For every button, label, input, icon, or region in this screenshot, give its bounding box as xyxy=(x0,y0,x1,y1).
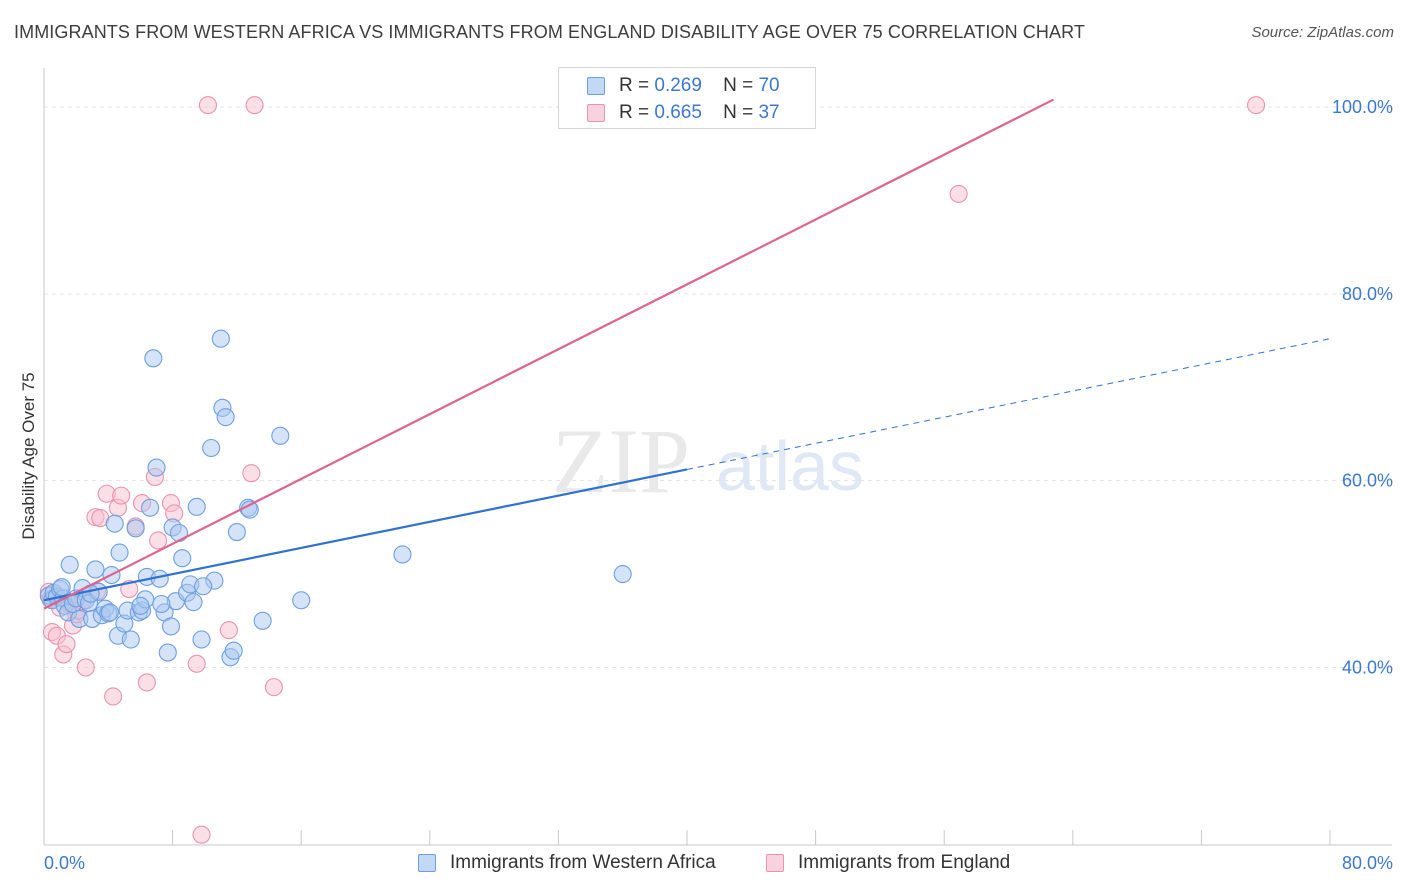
legend-swatch-blue xyxy=(587,77,605,95)
watermark: ZIP atlas xyxy=(552,410,864,512)
point-western-africa xyxy=(211,329,230,348)
legend-n-label: N = xyxy=(723,75,754,96)
legend-swatch-pink xyxy=(587,104,605,122)
point-england xyxy=(76,658,95,677)
point-western-africa xyxy=(271,426,290,445)
y-tick-label: 80.0% xyxy=(1342,284,1393,304)
point-england xyxy=(137,673,156,692)
point-western-africa xyxy=(52,578,71,597)
legend-n-label: N = xyxy=(723,102,754,123)
point-western-africa xyxy=(202,438,221,458)
x-tick-label-min: 0.0% xyxy=(44,853,85,873)
point-western-africa xyxy=(126,519,145,538)
point-western-africa xyxy=(194,577,213,596)
correlation-legend: R = 0.269 N = 70 R = 0.665 N = 37 xyxy=(558,67,816,129)
chart-title: IMMIGRANTS FROM WESTERN AFRICA VS IMMIGR… xyxy=(14,22,1085,42)
point-western-africa xyxy=(100,603,119,622)
point-england xyxy=(192,825,211,844)
point-england xyxy=(149,531,168,550)
tick-labels: 40.0% 60.0% 80.0% 100.0% 0.0% 80.0% xyxy=(44,97,1393,873)
trend-line-western-africa xyxy=(43,468,688,602)
point-western-africa xyxy=(147,458,166,477)
trend-lines xyxy=(43,98,1331,610)
y-axis-label: Disability Age Over 75 xyxy=(19,372,38,539)
bottom-legend-label-blue: Immigrants from Western Africa xyxy=(450,852,716,873)
legend-r-value-blue: 0.269 xyxy=(654,75,702,96)
point-western-africa xyxy=(192,630,211,649)
legend-r-label: R = xyxy=(619,75,650,96)
point-western-africa xyxy=(184,593,203,612)
y-tick-label: 60.0% xyxy=(1342,471,1393,491)
point-england xyxy=(242,464,261,483)
legend-n-value-pink: 37 xyxy=(758,102,780,123)
point-england xyxy=(198,96,218,115)
point-western-africa xyxy=(227,523,246,542)
point-england xyxy=(1247,96,1266,115)
point-western-africa xyxy=(141,498,160,517)
point-england xyxy=(104,687,123,706)
point-western-africa xyxy=(105,514,124,533)
point-western-africa xyxy=(158,643,177,662)
point-western-africa xyxy=(121,630,140,649)
point-western-africa xyxy=(224,641,243,660)
point-england xyxy=(219,621,238,640)
point-western-africa xyxy=(131,596,150,615)
gridlines xyxy=(44,106,1392,669)
bottom-legend-swatch-pink xyxy=(766,854,784,872)
watermark-atlas: atlas xyxy=(716,427,864,505)
point-western-africa xyxy=(169,523,189,543)
point-western-africa xyxy=(253,611,272,630)
point-western-africa xyxy=(216,408,235,427)
point-western-africa xyxy=(173,549,192,568)
point-western-africa xyxy=(393,545,412,564)
point-england xyxy=(949,184,968,203)
point-western-africa xyxy=(161,617,181,636)
legend-r-label: R = xyxy=(619,102,650,123)
point-england xyxy=(57,635,76,654)
bottom-legend-label-pink: Immigrants from England xyxy=(798,852,1011,873)
point-england xyxy=(187,654,206,673)
y-tick-label: 100.0% xyxy=(1332,97,1393,117)
watermark-zip: ZIP xyxy=(552,410,690,512)
point-western-africa xyxy=(60,555,79,574)
point-western-africa xyxy=(187,497,206,516)
x-tick-label-max: 80.0% xyxy=(1342,853,1393,873)
bottom-legend-swatch-blue xyxy=(418,854,436,872)
point-western-africa xyxy=(613,565,632,584)
point-england xyxy=(264,678,283,697)
series-western-africa-points xyxy=(39,329,632,667)
point-western-africa xyxy=(86,560,105,579)
trend-line-england xyxy=(43,98,1055,610)
legend-r-value-pink: 0.665 xyxy=(654,102,702,123)
point-western-africa xyxy=(152,594,171,614)
point-western-africa xyxy=(292,591,311,610)
source-label: Source: ZipAtlas.com xyxy=(1251,24,1394,41)
axes xyxy=(43,68,1392,846)
point-england xyxy=(245,96,264,115)
point-western-africa xyxy=(110,543,129,562)
point-western-africa xyxy=(144,349,163,368)
point-england xyxy=(112,486,131,505)
y-tick-label: 40.0% xyxy=(1342,658,1393,678)
legend-n-value-blue: 70 xyxy=(758,75,780,96)
